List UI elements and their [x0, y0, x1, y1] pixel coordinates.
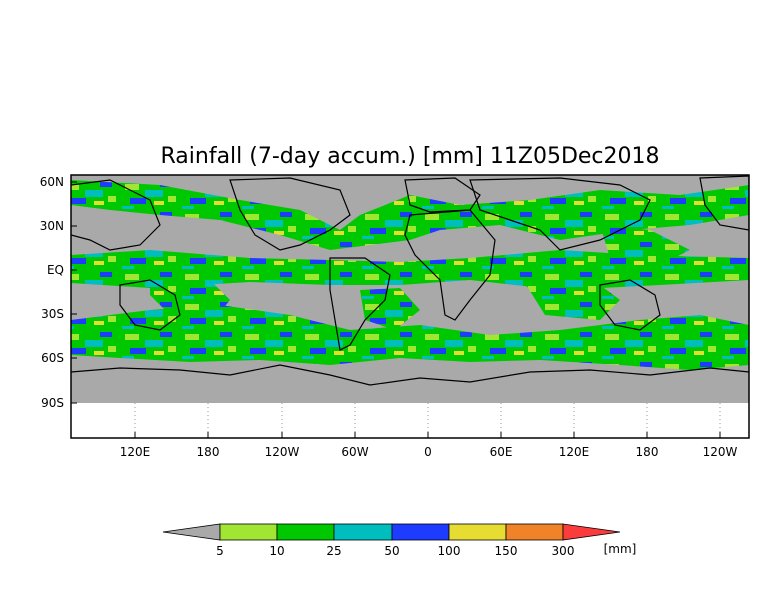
- colorbar: [162, 523, 621, 541]
- colorbar-threshold-label: 300: [552, 544, 575, 558]
- x-tick-label: 120E: [559, 445, 590, 459]
- rain-band-south: [71, 305, 749, 370]
- colorbar-bin: [391, 523, 450, 541]
- colorbar-bin: [276, 523, 335, 541]
- colorbar-threshold-label: 150: [495, 544, 518, 558]
- colorbar-threshold-label: 50: [384, 544, 399, 558]
- map-title: Rainfall (7-day accum.) [mm] 11Z05Dec201…: [160, 144, 659, 169]
- y-tick-label: 30N: [40, 219, 64, 233]
- rain-patch-atlantic: [360, 288, 420, 330]
- map-frame: [70, 174, 750, 439]
- x-tick-label: 120W: [703, 445, 738, 459]
- colorbar-over-triangle: [562, 523, 621, 541]
- y-tick-label: 90S: [41, 396, 64, 410]
- colorbar-bin: [333, 523, 393, 541]
- colorbar-under-triangle: [162, 523, 221, 541]
- x-tick-label: 180: [636, 445, 659, 459]
- x-tick-label: 180: [197, 445, 220, 459]
- y-tick-label: 30S: [41, 307, 64, 321]
- x-tick-label: 60E: [490, 445, 513, 459]
- y-tick-label: 60N: [40, 175, 64, 189]
- colorbar-unit-label: [mm]: [604, 542, 637, 556]
- colorbar-threshold-label: 100: [438, 544, 461, 558]
- rain-patch-west-pacific: [600, 225, 690, 265]
- y-tick-label: EQ: [47, 263, 64, 277]
- rain-patch-sw-pacific: [150, 270, 230, 325]
- rain-patch-indian-ocean: [520, 270, 620, 320]
- colorbar-threshold-label: 25: [326, 544, 341, 558]
- colorbar-threshold-label: 10: [269, 544, 284, 558]
- x-tick-label: 120E: [120, 445, 151, 459]
- y-axis: [71, 181, 77, 404]
- x-tick-label: 120W: [265, 445, 300, 459]
- colorbar-bin: [448, 523, 507, 541]
- coastlines: [71, 175, 749, 386]
- y-tick-label: 60S: [41, 351, 64, 365]
- map-field: [71, 175, 749, 438]
- x-tick-label: 0: [424, 445, 432, 459]
- x-axis: [134, 432, 721, 438]
- x-tick-label: 60W: [341, 445, 368, 459]
- colorbar-bin: [219, 523, 278, 541]
- colorbar-threshold-label: 5: [216, 544, 224, 558]
- colorbar-bin: [505, 523, 564, 541]
